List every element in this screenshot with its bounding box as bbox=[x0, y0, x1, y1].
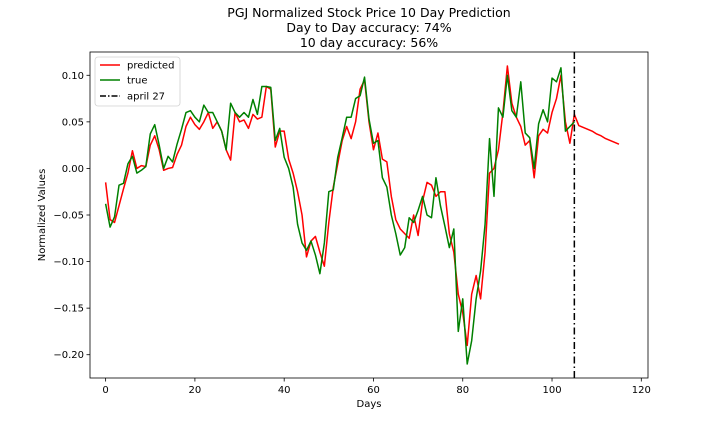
x-tick-label: 20 bbox=[189, 385, 202, 396]
y-axis-label: Normalized Values bbox=[37, 169, 48, 262]
x-tick-label: 80 bbox=[456, 385, 469, 396]
x-axis-label: Days bbox=[357, 399, 382, 410]
y-tick-label: −0.10 bbox=[53, 257, 84, 268]
y-tick-label: −0.20 bbox=[53, 350, 84, 361]
y-tick-label: 0.00 bbox=[62, 164, 84, 175]
legend-label-true: true bbox=[127, 76, 148, 87]
y-tick-label: 0.05 bbox=[62, 117, 84, 128]
x-tick-label: 40 bbox=[278, 385, 291, 396]
x-tick-label: 100 bbox=[542, 385, 561, 396]
y-tick-label: −0.05 bbox=[53, 211, 84, 222]
legend-box bbox=[94, 56, 181, 107]
plot-frame bbox=[89, 51, 649, 379]
y-tick-label: −0.15 bbox=[53, 304, 84, 315]
chart-title: PGJ Normalized Stock Price 10 Day Predic… bbox=[227, 5, 510, 20]
x-tick-label: 120 bbox=[632, 385, 651, 396]
series-line-true bbox=[104, 67, 575, 365]
plot-series bbox=[104, 65, 620, 365]
legend-label-april-27: april 27 bbox=[127, 92, 165, 103]
x-axis-ticks: 0 20 40 60 80 100 120 bbox=[102, 378, 651, 396]
x-tick-label: 0 bbox=[102, 385, 108, 396]
chart-subtitle-line-1: Day to Day accuracy: 74% bbox=[286, 20, 451, 35]
legend: predicted true april 27 bbox=[94, 56, 181, 107]
legend-label-predicted: predicted bbox=[127, 61, 174, 72]
x-tick-label: 60 bbox=[367, 385, 380, 396]
chart-subtitle-line-2: 10 day accuracy: 56% bbox=[300, 35, 438, 50]
y-tick-label: 0.10 bbox=[62, 71, 84, 82]
y-axis-ticks: −0.20 −0.15 −0.10 −0.05 0.00 0.05 0.10 bbox=[53, 71, 90, 361]
